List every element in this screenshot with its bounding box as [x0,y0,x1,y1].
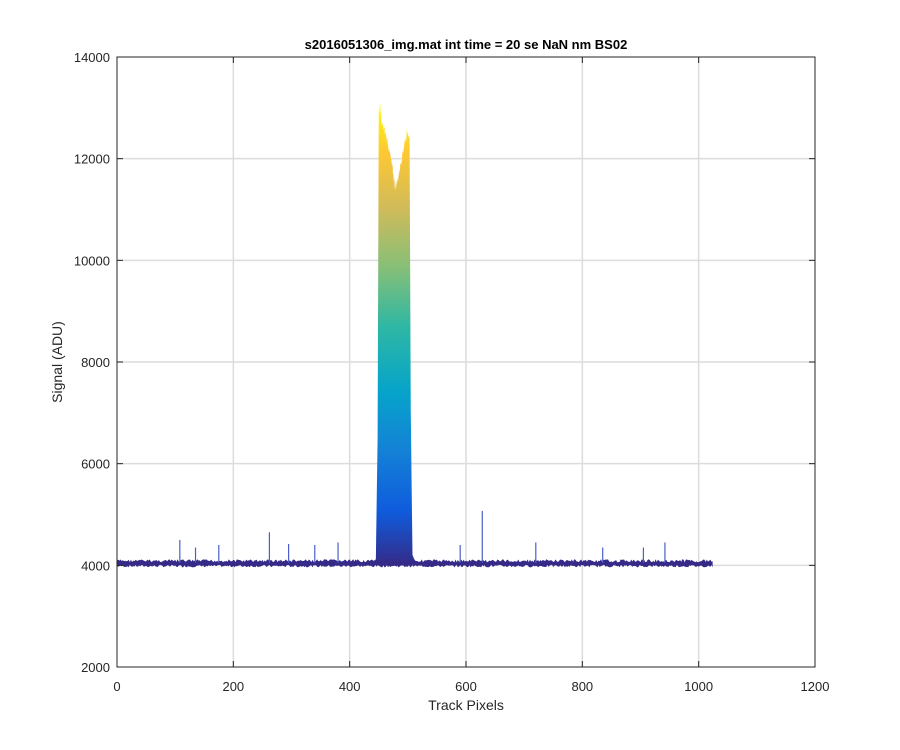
x-axis-label: Track Pixels [428,697,504,713]
y-tick-label: 12000 [74,152,110,167]
y-tick-label: 2000 [81,660,110,675]
x-tick-label: 1200 [801,679,830,694]
y-tick-label: 10000 [74,253,110,268]
x-tick-label: 1000 [684,679,713,694]
x-axis: 0 200 400 600 800 1000 1200 [113,57,829,694]
y-tick-label: 8000 [81,355,110,370]
x-tick-label: 200 [222,679,244,694]
y-axis: 2000 4000 6000 8000 10000 12000 14000 [74,50,815,675]
x-tick-label: 0 [113,679,120,694]
x-tick-label: 600 [455,679,477,694]
chart-title: s2016051306_img.mat int time = 20 se NaN… [305,37,628,52]
y-axis-label: Signal (ADU) [49,321,65,403]
y-tick-label: 6000 [81,457,110,472]
noise-spikes [179,510,666,563]
x-tick-label: 800 [571,679,593,694]
plot-layer [117,102,713,568]
y-tick-label: 14000 [74,50,110,65]
x-tick-label: 400 [339,679,361,694]
peak-area [375,102,415,566]
baseline-series [117,559,713,568]
y-tick-label: 4000 [81,558,110,573]
